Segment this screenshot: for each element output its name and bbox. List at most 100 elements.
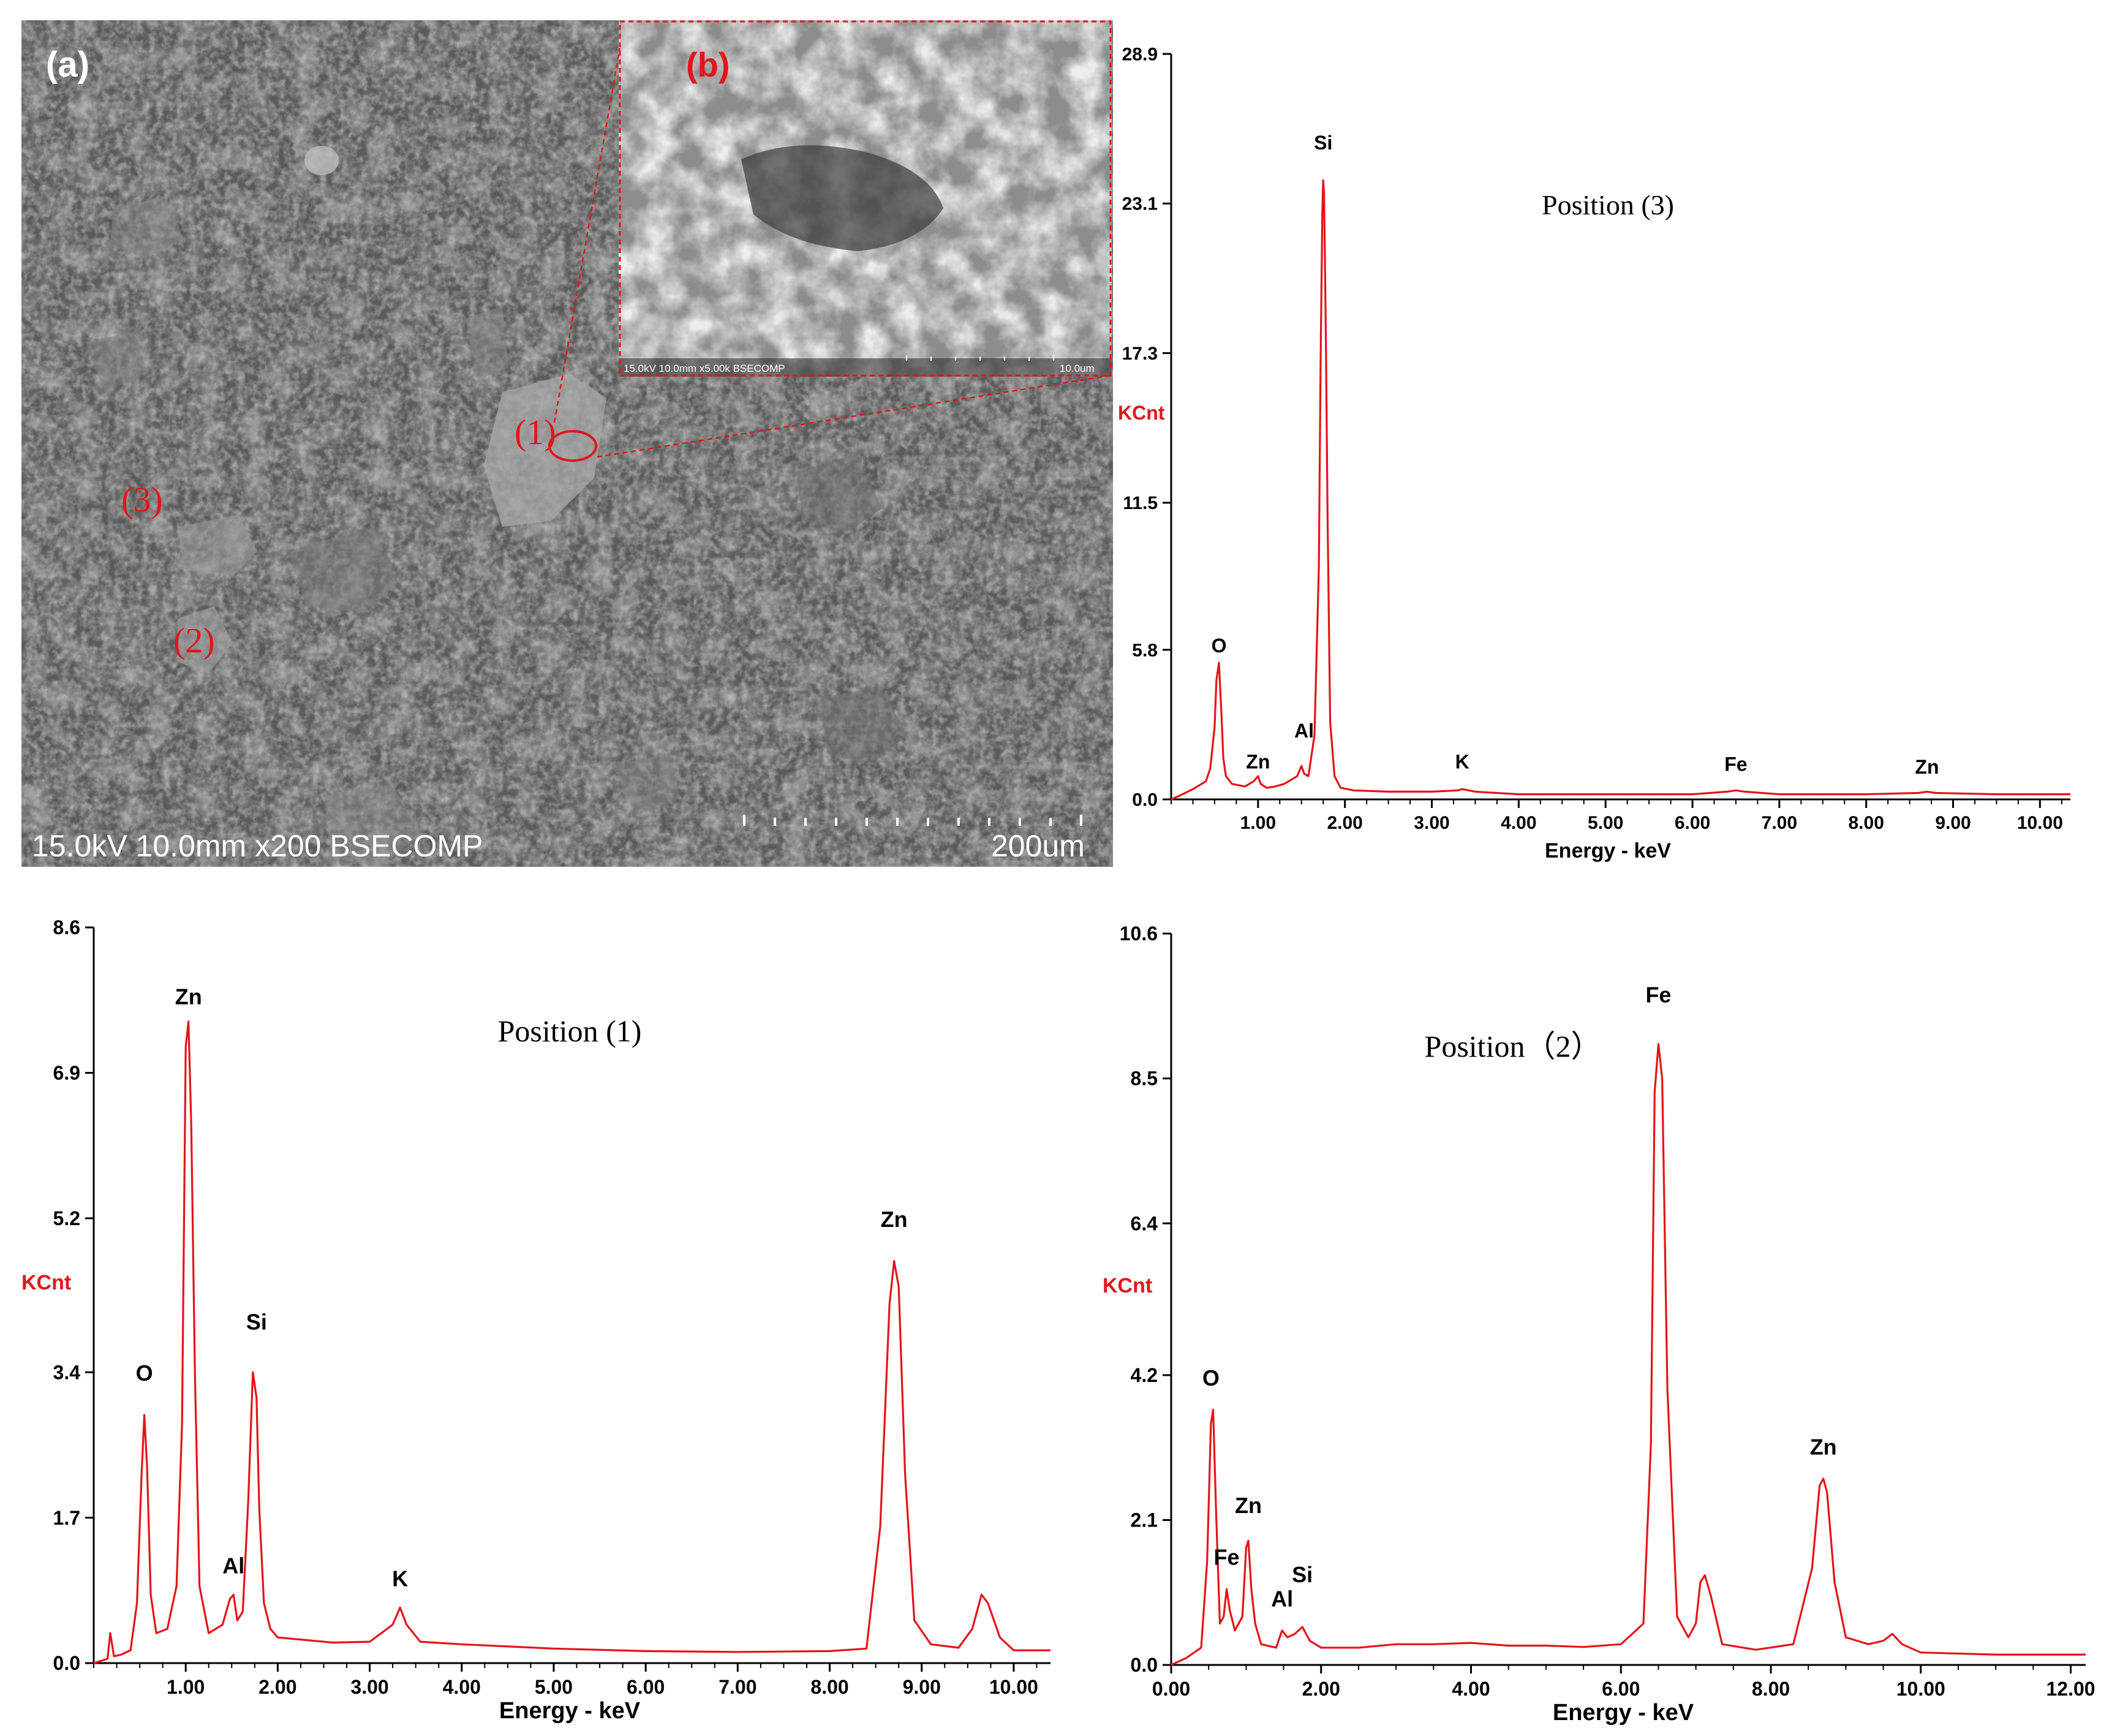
y-tick-label: 23.1 xyxy=(1122,194,1158,214)
spectrum-line xyxy=(1171,1043,2086,1666)
y-axis-label: KCnt xyxy=(21,1271,71,1294)
chart-title: Position (3) xyxy=(1542,189,1674,221)
x-tick-label: 10.00 xyxy=(1896,1678,1945,1700)
peak-label: Zn xyxy=(881,1207,908,1232)
sem-scale-bar xyxy=(743,815,1082,826)
peak-label: Zn xyxy=(1810,1434,1837,1459)
y-tick-label: 6.4 xyxy=(1131,1212,1158,1234)
inset-dark-grain xyxy=(741,145,943,251)
y-tick-label: 5.2 xyxy=(53,1207,80,1229)
peak-label: O xyxy=(1212,635,1227,657)
sem-particle xyxy=(613,753,680,815)
x-tick-label: 6.00 xyxy=(627,1676,665,1698)
peak-label: K xyxy=(1455,750,1469,772)
sem-particle xyxy=(178,515,257,576)
sem-particle xyxy=(110,196,184,257)
peak-label: Al xyxy=(1271,1586,1293,1611)
spectrum-line xyxy=(93,1021,1050,1664)
x-tick-label: 6.00 xyxy=(1675,813,1710,833)
x-tick-label: 7.00 xyxy=(1762,813,1797,833)
peak-label: Zn xyxy=(1246,750,1270,772)
x-tick-label: 6.00 xyxy=(1602,1678,1640,1700)
x-tick-label: 10.00 xyxy=(2017,813,2063,833)
panel-b-label: (b) xyxy=(686,45,730,84)
x-tick-label: 4.00 xyxy=(443,1676,481,1698)
sem-particle xyxy=(796,453,882,533)
region-marker-2: (2) xyxy=(173,621,215,660)
inset-border xyxy=(619,20,1112,377)
inset-footer-bar xyxy=(619,358,1112,377)
y-axis-label: KCnt xyxy=(1118,402,1165,424)
x-tick-label: 1.00 xyxy=(167,1676,205,1698)
x-axis-label: Energy - keV xyxy=(499,1698,641,1724)
sem-particle xyxy=(325,784,423,867)
y-tick-label: 5.8 xyxy=(1132,640,1158,660)
peak-label: Fe xyxy=(1214,1545,1240,1570)
peak-label: Zn xyxy=(1235,1493,1262,1518)
x-tick-label: 8.00 xyxy=(810,1676,848,1698)
x-tick-label: 1.00 xyxy=(1240,813,1276,833)
peak-label: Al xyxy=(222,1553,244,1578)
sem-footer-right: 200um xyxy=(991,829,1085,863)
y-tick-label: 8.6 xyxy=(53,916,80,938)
region-marker-ellipse xyxy=(548,430,597,462)
x-tick-label: 7.00 xyxy=(719,1676,756,1698)
peak-label: Si xyxy=(1292,1562,1313,1587)
sem-inset-b xyxy=(619,20,1112,377)
y-tick-label: 1.7 xyxy=(53,1507,80,1529)
inset-leader-bottom xyxy=(597,374,1111,458)
x-tick-label: 2.00 xyxy=(258,1676,296,1698)
chart-title: Position (1) xyxy=(498,1014,642,1048)
x-tick-label: 5.00 xyxy=(535,1676,573,1698)
x-tick-label: 9.00 xyxy=(1935,813,1971,833)
y-tick-label: 0.0 xyxy=(1132,790,1158,810)
x-tick-label: 4.00 xyxy=(1452,1678,1490,1700)
sem-particle xyxy=(304,146,339,175)
x-tick-label: 4.00 xyxy=(1501,813,1536,833)
region-marker-3: (3) xyxy=(121,480,163,519)
x-tick-label: 2.00 xyxy=(1302,1678,1340,1700)
sem-particle xyxy=(178,606,233,674)
eds-chart-position-1: 0.0 1.7 3.4 5.2 6.9 8.6 1.00 2.00 3.00 4.00 5.00 6.… xyxy=(21,916,1050,1724)
chart-title: Position（2） xyxy=(1425,1029,1602,1063)
sem-footer-left: 15.0kV 10.0mm x200 BSECOMP xyxy=(32,829,483,863)
panel-a-label: (a) xyxy=(46,45,89,85)
x-tick-label: 12.00 xyxy=(2046,1678,2095,1700)
y-tick-label: 3.4 xyxy=(53,1361,81,1383)
x-tick-label: 3.00 xyxy=(350,1676,388,1698)
y-tick-label: 4.2 xyxy=(1131,1364,1158,1386)
y-tick-label: 10.6 xyxy=(1120,923,1158,945)
peak-label: Fe xyxy=(1724,753,1747,776)
y-tick-label: 8.5 xyxy=(1131,1068,1158,1090)
x-tick-label: 8.00 xyxy=(1848,813,1884,833)
x-tick-label: 2.00 xyxy=(1327,813,1362,833)
y-tick-label: 0.0 xyxy=(1131,1654,1158,1676)
x-tick-label: 5.00 xyxy=(1588,813,1623,833)
eds-chart-position-3: 0.0 5.8 11.5 17.3 23.1 28.9 1.00 2.00 3.00 4.00 5.… xyxy=(1118,45,2070,862)
peak-label: O xyxy=(136,1360,153,1386)
spectrum-line xyxy=(1171,179,2070,801)
sem-particle xyxy=(86,331,147,392)
x-tick-label: 3.00 xyxy=(1414,813,1449,833)
y-tick-label: 2.1 xyxy=(1131,1509,1158,1531)
inset-scale-bar xyxy=(906,355,1054,361)
y-axis-label: KCnt xyxy=(1103,1274,1152,1297)
sem-particle xyxy=(484,374,606,527)
x-tick-label: 10.00 xyxy=(989,1676,1038,1698)
peak-label: Al xyxy=(1294,720,1314,742)
peak-label: Zn xyxy=(175,984,202,1010)
peak-label: O xyxy=(1202,1365,1220,1391)
sem-particle xyxy=(288,527,398,613)
peak-label: K xyxy=(392,1566,408,1591)
x-tick-label: 8.00 xyxy=(1752,1678,1790,1700)
inset-leader-top xyxy=(553,47,621,423)
peak-label: Si xyxy=(246,1309,267,1334)
region-marker-1: (1) xyxy=(515,412,556,452)
peak-label: Zn xyxy=(1915,756,1939,778)
x-axis-label: Energy - keV xyxy=(1545,839,1671,862)
inset-footer-left: 15.0kV 10.0mm x5.00k BSECOMP xyxy=(624,363,785,374)
peak-label: Si xyxy=(1314,132,1332,154)
peak-label: Fe xyxy=(1645,983,1671,1008)
x-tick-label: 0.00 xyxy=(1152,1678,1190,1700)
inset-footer-right: 10.0um xyxy=(1060,363,1095,374)
